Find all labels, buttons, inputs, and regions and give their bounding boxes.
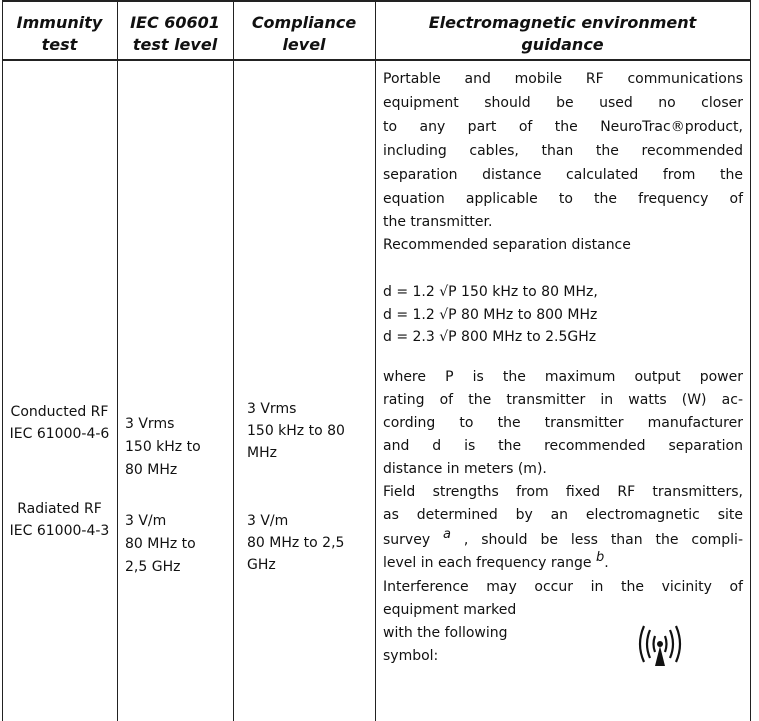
guidance-line: with the following xyxy=(383,625,508,641)
rule xyxy=(2,0,750,2)
cell-text: GHz xyxy=(247,557,276,573)
guidance-line: where P is the maximum output power xyxy=(383,369,743,385)
guidance-line: d = 1.2 √P 80 MHz to 800 MHz xyxy=(383,307,598,323)
guidance-line: equation applicable to the frequency of xyxy=(383,191,743,207)
header-text: IEC 60601 xyxy=(130,13,220,32)
text: . xyxy=(604,555,609,571)
rf-symbol xyxy=(638,625,682,666)
guidance-line: symbol: xyxy=(383,648,439,664)
header-cell: Compliance level xyxy=(233,12,375,56)
footnote-mark: b xyxy=(596,550,605,565)
cell-text: 3 V/m xyxy=(247,513,289,529)
cell-text: IEC 61000-4-3 xyxy=(9,523,110,539)
cell-text: 3 Vrms xyxy=(125,416,175,432)
cell-text: 3 V/m xyxy=(125,513,167,529)
cell-text: Radiated RF xyxy=(17,501,102,517)
header-text: Immunity xyxy=(16,13,103,32)
text: level in each frequency range xyxy=(383,555,596,571)
guidance-line: equipment should be used no closer xyxy=(383,95,743,111)
cell-text: 150 kHz to 80 xyxy=(247,423,345,439)
rule xyxy=(117,0,118,721)
cell-text: Conducted RF xyxy=(10,404,109,420)
guidance-line: level in each frequency range b. xyxy=(383,551,743,572)
guidance-line: Portable and mobile RF communications xyxy=(383,71,743,87)
guidance-line: d = 1.2 √P 150 kHz to 80 MHz, xyxy=(383,284,598,300)
text: , should be less than the compli- xyxy=(450,532,743,548)
guidance-line: rating of the transmitter in watts (W) a… xyxy=(383,392,743,408)
cell-text: 3 Vrms xyxy=(247,401,297,417)
guidance-line: the transmitter. xyxy=(383,214,493,230)
cell-text: 80 MHz xyxy=(125,462,178,478)
header-text: test level xyxy=(132,35,218,54)
cell-text: 80 MHz to xyxy=(125,536,196,552)
rule xyxy=(233,0,234,721)
cell-text: IEC 61000-4-6 xyxy=(9,426,110,442)
guidance-line: d = 2.3 √P 800 MHz to 2.5GHz xyxy=(383,329,597,345)
cell-text: 150 kHz to xyxy=(125,439,201,455)
header-text: level xyxy=(282,35,326,54)
rule xyxy=(750,0,751,721)
header-cell: IEC 60601 test level xyxy=(117,12,233,56)
header-text: guidance xyxy=(521,35,604,54)
guidance-line: equipment marked xyxy=(383,602,517,618)
rule xyxy=(2,0,3,721)
guidance-line: Interference may occur in the vicinity o… xyxy=(383,579,743,595)
cell-text: 2,5 GHz xyxy=(125,559,181,575)
guidance-line: and d is the recommended separation xyxy=(383,438,743,454)
cell-text: MHz xyxy=(247,445,277,461)
header-cell: Immunity test xyxy=(2,12,117,56)
guidance-line: survey a , should be less than the compl… xyxy=(383,528,743,549)
guidance-line: separation distance calculated from the xyxy=(383,167,743,183)
header-cell: Electromagnetic environment guidance xyxy=(375,12,750,56)
cell-text: 80 MHz to 2,5 xyxy=(247,535,345,551)
rule xyxy=(375,0,376,721)
guidance-line: to any part of the NeuroTrac®product, xyxy=(383,119,743,135)
guidance-line: Field strengths from fixed RF transmitte… xyxy=(383,484,743,500)
header-text: Compliance xyxy=(251,13,357,32)
guidance-line: Recommended separation distance xyxy=(383,237,631,253)
guidance-line: including cables, than the recommended xyxy=(383,143,743,159)
header-text: Electromagnetic environment xyxy=(428,13,697,32)
guidance-line: as determined by an electromagnetic site xyxy=(383,507,743,523)
guidance-line: cording to the transmitter manufacturer xyxy=(383,415,743,431)
text: survey xyxy=(383,532,443,548)
guidance-line: distance in meters (m). xyxy=(383,461,547,477)
footnote-mark: a xyxy=(443,527,451,542)
header-text: test xyxy=(41,35,78,54)
rule xyxy=(2,59,750,61)
